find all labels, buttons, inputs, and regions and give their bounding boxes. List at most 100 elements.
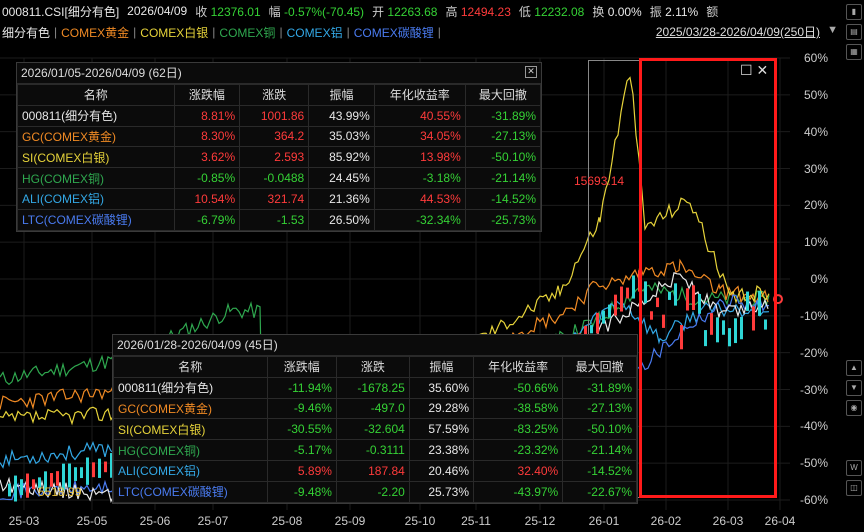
series-name: HG(COMEX铜) (17, 167, 175, 189)
amount-label: 额 (706, 4, 719, 19)
legend-item-lithium[interactable]: COMEX碳酸锂 (353, 25, 434, 40)
sidebar-tool-icon[interactable]: ◉ (846, 400, 862, 416)
max-drawdown: -31.89% (562, 376, 637, 399)
candle (26, 473, 29, 498)
col-header: 最大回撤 (562, 356, 637, 378)
date-range-selector[interactable]: 2025/03/28-2026/04/09(250日) (655, 25, 820, 39)
table-row[interactable]: HG(COMEX铜) -0.85% -0.0488 24.45% -3.18% -21.1… (17, 167, 542, 189)
col-header: 涨跌 (239, 84, 310, 106)
pct-change: -5.17% (266, 439, 337, 461)
amplitude-value: 2.11% (665, 4, 699, 19)
sidebar-tool-icon[interactable]: ▦ (846, 44, 862, 60)
legend-item-aluminum[interactable]: COMEX铝 (286, 25, 343, 40)
table-row[interactable]: HG(COMEX铜) -5.17% -0.3111 23.38% -23.32% -21.… (113, 439, 637, 461)
candle (62, 463, 65, 491)
col-header: 涨跌幅 (173, 84, 241, 106)
abs-change: 187.84 (335, 459, 410, 482)
max-drawdown: -21.14% (562, 439, 637, 461)
table-row[interactable]: LTC(COMEX碳酸锂) -6.79% -1.53 26.50% -32.34% -25… (17, 208, 542, 231)
close-icon[interactable]: ✕ (525, 66, 537, 78)
legend-item-index[interactable]: 细分有色 (2, 25, 51, 40)
table-row[interactable]: SI(COMEX白银) 3.62% 2.593 85.92% 13.98% -50.10% (17, 146, 542, 169)
candle (614, 294, 617, 316)
max-drawdown: -27.13% (464, 125, 542, 148)
low-label: 低 (518, 4, 531, 19)
candle (98, 458, 101, 478)
candle (38, 477, 41, 489)
x-tick-label: 25-09 (334, 514, 366, 528)
x-tick-label: 26-02 (650, 514, 682, 528)
series-name: ALI(COMEX铝) (113, 459, 268, 482)
change-label: 幅 (268, 4, 281, 19)
candle (680, 325, 683, 350)
y-tick-label: 50% (803, 87, 828, 102)
col-header: 名称 (113, 356, 268, 378)
annual-return: -50.66% (473, 376, 564, 399)
table-row[interactable]: ALI(COMEX铝) 10.54% 321.74 21.36% 44.53% -14.5… (17, 187, 542, 210)
series-name: GC(COMEX黄金) (17, 125, 175, 148)
table-row[interactable]: ALI(COMEX铝) 5.89% 187.84 20.46% 32.40% -14.52… (113, 459, 637, 482)
stats-panel-top[interactable]: 2026/01/05-2026/04/09 (62日) ✕ 名称 涨跌幅 涨跌 … (16, 62, 542, 232)
close-icon[interactable]: ✕ (756, 62, 769, 78)
pct-change: -9.46% (266, 397, 337, 420)
table-row[interactable]: LTC(COMEX碳酸锂) -9.48% -2.20 25.73% -43.97% -22… (113, 480, 637, 503)
candle (668, 291, 671, 300)
amplitude: 35.03% (308, 125, 375, 148)
window-controls: ☐ ✕ (740, 62, 768, 79)
table-row[interactable]: SI(COMEX白银) -30.55% -32.604 57.59% -83.25% -5… (113, 418, 637, 441)
candle (86, 457, 89, 485)
turnover-value: 0.00% (607, 4, 642, 19)
table-row[interactable]: 000811(细分有色) 8.81% 1001.86 43.99% 40.55% -31.… (17, 104, 542, 127)
pct-change: 10.54% (173, 187, 241, 210)
abs-change: 2.593 (239, 146, 310, 169)
low-marker-label: 5518.99 (38, 485, 82, 499)
candle (626, 287, 629, 299)
pct-change: -6.79% (173, 208, 241, 231)
legend-item-copper[interactable]: COMEX铜 (219, 25, 276, 40)
x-tick-label: 25-12 (524, 514, 556, 528)
max-drawdown: -50.10% (464, 146, 542, 169)
sidebar-tool-icon[interactable]: ◫ (846, 480, 862, 496)
max-drawdown: -31.89% (464, 104, 542, 127)
y-tick-label: -60% (799, 493, 828, 507)
x-tick-label: 25-08 (271, 514, 303, 528)
annual-return: 40.55% (373, 104, 466, 127)
candle (68, 463, 71, 488)
abs-change: -497.0 (335, 397, 410, 420)
amplitude: 23.38% (408, 439, 475, 461)
amplitude: 24.45% (308, 167, 375, 189)
x-tick-label: 25-06 (139, 514, 171, 528)
col-header: 振幅 (408, 356, 475, 378)
candle (104, 461, 107, 473)
maximize-icon[interactable]: ☐ (740, 62, 753, 78)
abs-change: -1678.25 (335, 376, 410, 399)
candle (692, 285, 695, 311)
candle (8, 483, 11, 497)
index-code[interactable]: 000811.CSI[细分有色] (2, 4, 120, 19)
candle (764, 319, 767, 330)
sidebar-tool-icon[interactable]: W (846, 460, 862, 476)
sidebar-tool-icon[interactable]: ▼ (846, 380, 862, 396)
max-drawdown: -50.10% (562, 418, 637, 441)
change-value: -0.57%(-70.45) (284, 4, 365, 19)
pct-change: 8.30% (173, 125, 241, 148)
sidebar-tool-icon[interactable]: ▮ (846, 4, 862, 20)
pct-change: 8.81% (173, 104, 241, 127)
highlight-box (639, 58, 777, 498)
amplitude-label: 振 (649, 4, 662, 19)
candle (590, 325, 593, 334)
sidebar-tool-icon[interactable]: ▤ (846, 24, 862, 40)
pct-change: -9.48% (266, 480, 337, 503)
table-row[interactable]: 000811(细分有色) -11.94% -1678.25 35.60% -50.66%… (113, 376, 637, 399)
chevron-down-icon[interactable]: ▼ (827, 24, 838, 36)
table-row[interactable]: GC(COMEX黄金) 8.30% 364.2 35.03% 34.05% -27.13% (17, 125, 542, 148)
legend-item-silver[interactable]: COMEX白银 (140, 25, 209, 40)
stats-panel-bottom[interactable]: 2026/01/28-2026/04/09 (45日) 名称 涨跌幅 涨跌 振幅… (112, 334, 638, 504)
pct-change: 3.62% (173, 146, 241, 169)
sidebar-tool-icon[interactable]: ▲ (846, 360, 862, 376)
candle (110, 453, 113, 478)
annual-return: 13.98% (373, 146, 466, 169)
table-row[interactable]: GC(COMEX黄金) -9.46% -497.0 29.28% -38.58% -27.… (113, 397, 637, 420)
legend-item-gold[interactable]: COMEX黄金 (61, 25, 130, 40)
candle (608, 304, 611, 318)
